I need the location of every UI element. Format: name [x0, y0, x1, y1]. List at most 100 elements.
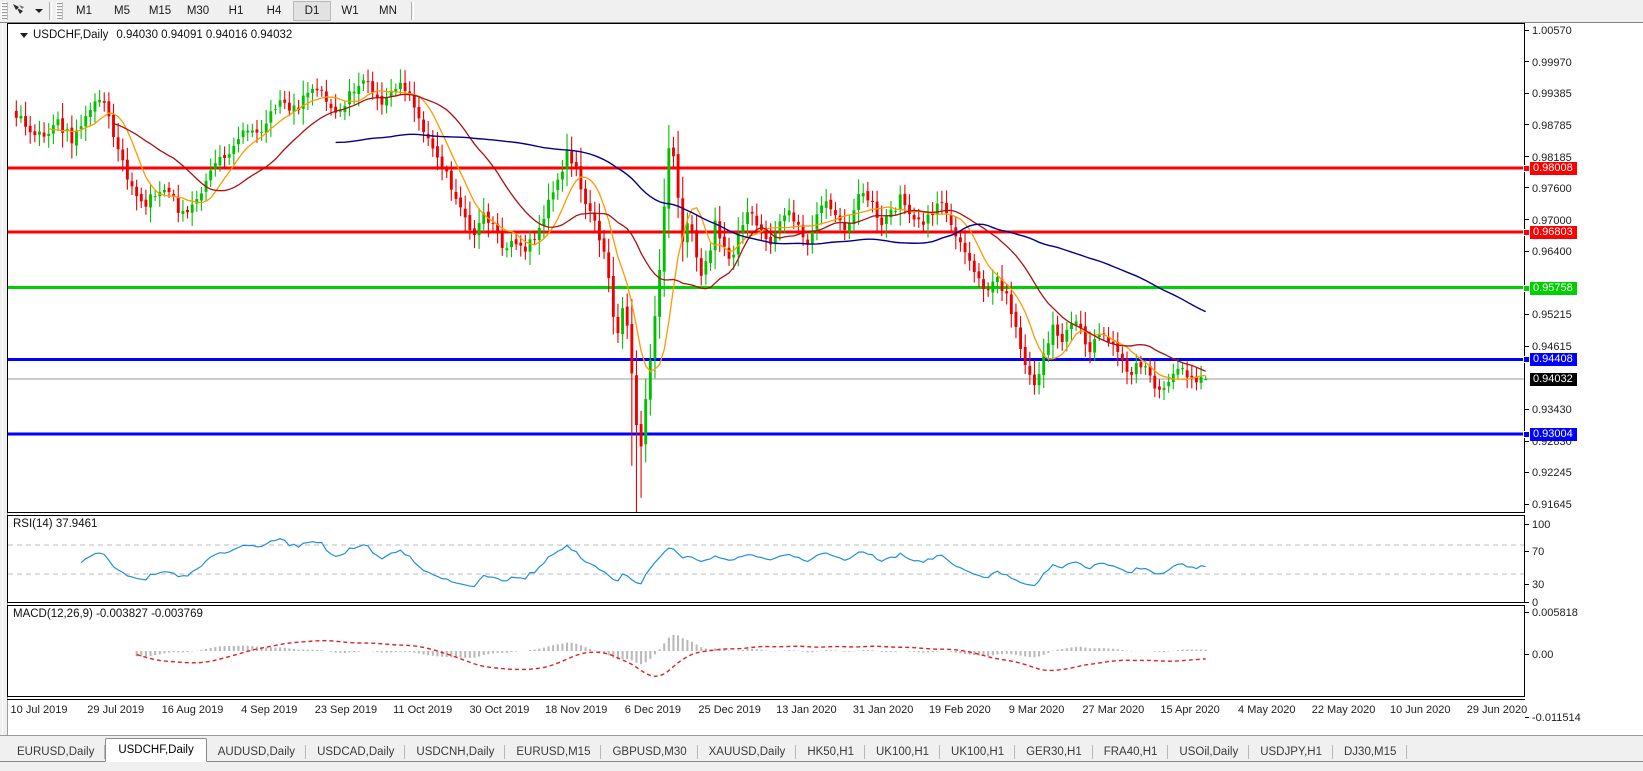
price-tick-label: 0.96400	[1532, 246, 1572, 259]
symbol-tab-audusd-daily[interactable]: AUDUSD,Daily	[207, 742, 307, 762]
symbol-tab-fra40-h1[interactable]: FRA40,H1	[1093, 742, 1169, 762]
time-tick-label: 18 Nov 2019	[544, 704, 608, 716]
level-marker-093004[interactable]: 0.93004	[1523, 427, 1577, 441]
time-tick-label: 6 Dec 2019	[624, 704, 682, 716]
price-tick-label: 0.98785	[1532, 119, 1572, 132]
cursor-tool-icon[interactable]	[10, 1, 32, 21]
price-tick-096400: 0.96400	[1525, 247, 1572, 258]
toolbar-separator-end	[411, 2, 414, 20]
price-tick-091645: 0.91645	[1525, 500, 1572, 511]
symbol-tab-usdcad-daily[interactable]: USDCAD,Daily	[306, 742, 406, 762]
symbol-tab-usoil-daily[interactable]: USOil,Daily	[1168, 742, 1250, 762]
symbol-tab-usdchf-daily[interactable]: USDCHF,Daily	[105, 738, 207, 762]
time-tick-label: 15 Apr 2020	[1160, 704, 1220, 716]
time-tick-label: 13 Jan 2020	[776, 704, 837, 716]
time-tick-label: 23 Sep 2019	[314, 704, 378, 716]
symbol-tab-ger30-h1[interactable]: GER30,H1	[1015, 742, 1093, 762]
timeframe-button-h1[interactable]: H1	[228, 5, 244, 17]
macd-pane[interactable]: MACD(12,26,9) -0.003827 -0.003769	[7, 605, 1525, 697]
toolbar-separator	[49, 2, 52, 20]
chart-menu-caret-icon[interactable]	[20, 32, 28, 38]
price-tick-100570: 1.00570	[1525, 26, 1572, 37]
current-price-marker[interactable]: 0.94032	[1530, 373, 1577, 387]
symbol-tab-usdjpy-h1[interactable]: USDJPY,H1	[1249, 742, 1333, 762]
chart-header: USDCHF,Daily 0.94030 0.94091 0.94016 0.9…	[20, 29, 292, 41]
tick-dash-icon	[1525, 471, 1529, 473]
price-chart-canvas[interactable]	[8, 24, 1524, 512]
time-tick-label: 10 Jul 2019	[10, 704, 68, 716]
level-handle[interactable]	[1523, 356, 1530, 364]
time-tick-label: 22 May 2020	[1311, 704, 1376, 716]
level-marker-098008[interactable]: 0.98008	[1523, 162, 1577, 176]
rsi-tick-100: 100	[1525, 520, 1550, 531]
symbol-tab-eurusd-daily[interactable]: EURUSD,Daily	[6, 742, 106, 762]
price-tick-097000: 0.97000	[1525, 214, 1572, 227]
timeframe-button-w1[interactable]: W1	[341, 5, 359, 17]
timeframe-button-mn[interactable]: MN	[379, 5, 397, 17]
rsi-chart-canvas[interactable]	[8, 516, 1524, 602]
tick-dash-icon	[1525, 124, 1529, 126]
price-tick-label: 0.97600	[1532, 182, 1572, 195]
level-marker-094408[interactable]: 0.94408	[1523, 353, 1577, 367]
price-tick-092830: 0.92830	[1525, 437, 1572, 448]
price-tick-label: 0.95215	[1532, 309, 1572, 322]
level-handle[interactable]	[1523, 165, 1530, 173]
symbol-tab-uk100-h1[interactable]: UK100,H1	[865, 742, 941, 762]
time-tick-label: 10 Jun 2020	[1389, 704, 1451, 716]
symbol-tab-uk100-h1[interactable]: UK100,H1	[940, 742, 1016, 762]
top-toolbar: M1 M5 M15 M30 H1 H4 D1 W1 MN	[0, 0, 1643, 23]
timeframe-button-m15[interactable]: M15	[148, 5, 172, 17]
tick-dash-icon	[1525, 61, 1529, 63]
symbol-tab-hk50-h1[interactable]: HK50,H1	[796, 742, 865, 762]
price-tick-label: 0.99970	[1532, 56, 1572, 69]
tick-dash-icon	[1525, 345, 1529, 347]
level-handle[interactable]	[1523, 229, 1530, 237]
tick-dash-icon	[1525, 219, 1529, 221]
timeframe-button-m5[interactable]: M5	[114, 5, 130, 17]
timeframe-button-h4[interactable]: H4	[266, 5, 282, 17]
timeframe-button-m1[interactable]: M1	[76, 5, 92, 17]
timeframe-grip[interactable]	[56, 2, 63, 20]
symbol-tab-dj30-m15[interactable]: DJ30,M15	[1333, 742, 1408, 762]
rsi-tick-0: 0	[1525, 598, 1538, 609]
time-tick-label: 4 May 2020	[1238, 704, 1296, 716]
tab-underline	[0, 761, 1643, 762]
chevron-down-icon[interactable]	[32, 1, 46, 21]
symbol-tab-gbpusd-m30[interactable]: GBPUSD,M30	[601, 742, 698, 762]
price-tick-098185: 0.98185	[1525, 152, 1572, 164]
rsi-pane[interactable]: RSI(14) 37.9461	[7, 515, 1525, 603]
price-tick-label: 0.97000	[1532, 214, 1572, 227]
price-scale[interactable]: 1.00570 0.99970 0.99385 0.98785 0.98185 0.976…	[1523, 23, 1643, 724]
tick-dash-icon	[1525, 29, 1529, 31]
rsi-tick-70: 70	[1525, 547, 1544, 558]
tick-dash-icon	[1525, 503, 1529, 505]
tick-dash-icon	[1525, 523, 1529, 525]
tick-dash-icon	[1525, 653, 1529, 655]
price-tick-099385: 0.99385	[1525, 88, 1572, 100]
time-axis[interactable]: 10 Jul 2019 29 Jul 2019 16 Aug 2019 4 Sep 2…	[7, 699, 1527, 719]
level-handle[interactable]	[1523, 430, 1530, 438]
price-pane[interactable]: USDCHF,Daily 0.94030 0.94091 0.94016 0.9…	[7, 23, 1525, 513]
time-tick-label: 25 Dec 2019	[698, 704, 761, 716]
symbol-tab-eurusd-m15[interactable]: EURUSD,M15	[505, 742, 602, 762]
price-tick-label: 0.92245	[1532, 467, 1572, 480]
symbol-tab-xauusd-daily[interactable]: XAUUSD,Daily	[698, 742, 797, 762]
price-tick-label: 0.92830	[1532, 436, 1572, 449]
tick-dash-icon	[1525, 251, 1529, 253]
time-tick-label: 11 Oct 2019	[393, 704, 453, 716]
tick-dash-icon	[1525, 601, 1529, 603]
symbol-tab-usdcnh-daily[interactable]: USDCNH,Daily	[405, 742, 506, 762]
time-tick-label: 19 Feb 2020	[928, 704, 991, 716]
level-marker-095758[interactable]: 0.95758	[1523, 281, 1577, 295]
timeframe-button-d1[interactable]: D1	[293, 1, 331, 21]
timeframe-button-m30[interactable]: M30	[186, 5, 210, 17]
macd-tick-0011514: -0.011514	[1525, 713, 1581, 724]
level-marker-096803[interactable]: 0.96803	[1523, 226, 1577, 240]
time-tick-label: 30 Oct 2019	[469, 704, 530, 716]
macd-chart-canvas[interactable]	[8, 606, 1524, 696]
toolbar-grip[interactable]	[1, 2, 8, 20]
level-handle[interactable]	[1523, 284, 1530, 292]
chart-ohlc-label: 0.94030 0.94091 0.94016 0.94032	[116, 29, 293, 41]
rsi-tick-30: 30	[1525, 580, 1544, 591]
